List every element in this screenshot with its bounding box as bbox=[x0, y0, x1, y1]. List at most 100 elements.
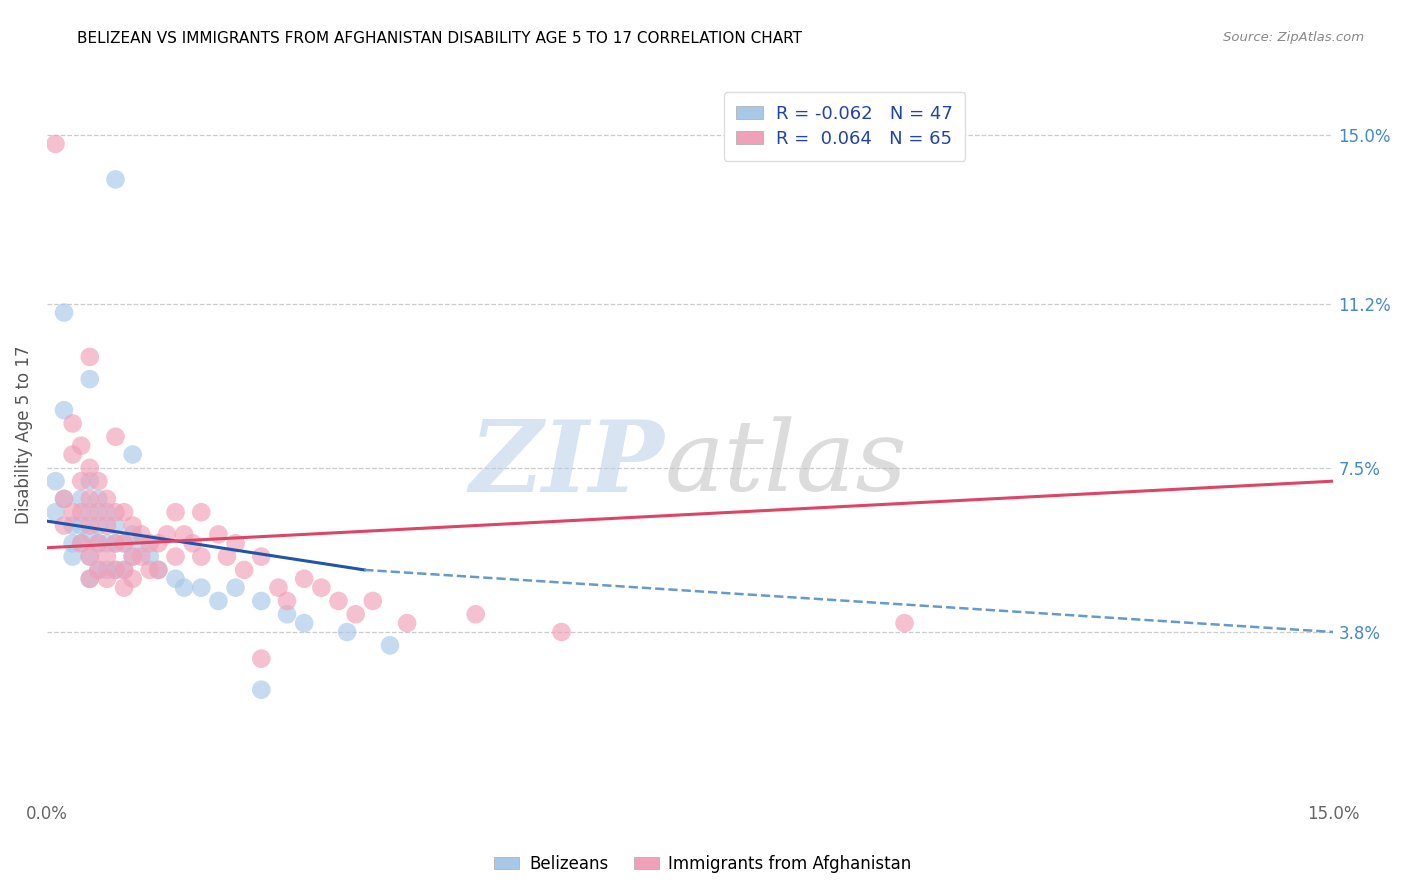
Point bbox=[550, 625, 572, 640]
Point bbox=[276, 607, 298, 622]
Point bbox=[62, 549, 84, 564]
Point bbox=[225, 536, 247, 550]
Point bbox=[190, 581, 212, 595]
Point bbox=[104, 172, 127, 186]
Point bbox=[53, 491, 76, 506]
Point bbox=[250, 682, 273, 697]
Point bbox=[96, 505, 118, 519]
Point bbox=[79, 505, 101, 519]
Point bbox=[53, 403, 76, 417]
Point bbox=[121, 549, 143, 564]
Point bbox=[62, 518, 84, 533]
Point bbox=[112, 536, 135, 550]
Legend: R = -0.062   N = 47, R =  0.064   N = 65: R = -0.062 N = 47, R = 0.064 N = 65 bbox=[724, 92, 966, 161]
Point bbox=[225, 581, 247, 595]
Point bbox=[139, 536, 162, 550]
Point bbox=[79, 527, 101, 541]
Point bbox=[173, 527, 195, 541]
Point bbox=[215, 549, 238, 564]
Point bbox=[250, 549, 273, 564]
Point bbox=[79, 372, 101, 386]
Point bbox=[361, 594, 384, 608]
Point bbox=[156, 527, 179, 541]
Point bbox=[139, 563, 162, 577]
Point bbox=[165, 505, 187, 519]
Point bbox=[87, 491, 110, 506]
Text: Source: ZipAtlas.com: Source: ZipAtlas.com bbox=[1223, 31, 1364, 45]
Point bbox=[190, 505, 212, 519]
Legend: Belizeans, Immigrants from Afghanistan: Belizeans, Immigrants from Afghanistan bbox=[488, 848, 918, 880]
Point bbox=[79, 572, 101, 586]
Point bbox=[87, 563, 110, 577]
Point bbox=[53, 491, 76, 506]
Point bbox=[112, 581, 135, 595]
Point bbox=[53, 518, 76, 533]
Point bbox=[79, 572, 101, 586]
Point bbox=[112, 563, 135, 577]
Text: atlas: atlas bbox=[665, 417, 907, 511]
Point bbox=[139, 549, 162, 564]
Point bbox=[267, 581, 290, 595]
Point bbox=[70, 474, 93, 488]
Point bbox=[396, 616, 419, 631]
Point bbox=[79, 350, 101, 364]
Point bbox=[311, 581, 333, 595]
Point bbox=[79, 549, 101, 564]
Point bbox=[79, 474, 101, 488]
Point bbox=[70, 491, 93, 506]
Point bbox=[250, 651, 273, 665]
Point bbox=[207, 594, 229, 608]
Point bbox=[44, 136, 66, 151]
Point bbox=[79, 491, 101, 506]
Point bbox=[181, 536, 204, 550]
Point bbox=[121, 572, 143, 586]
Point bbox=[87, 563, 110, 577]
Point bbox=[104, 536, 127, 550]
Point bbox=[121, 518, 143, 533]
Point bbox=[53, 305, 76, 319]
Point bbox=[96, 491, 118, 506]
Point bbox=[148, 563, 170, 577]
Point bbox=[292, 572, 315, 586]
Point bbox=[87, 536, 110, 550]
Point bbox=[129, 536, 152, 550]
Point bbox=[129, 549, 152, 564]
Point bbox=[112, 563, 135, 577]
Point bbox=[190, 549, 212, 564]
Point bbox=[62, 448, 84, 462]
Point bbox=[165, 572, 187, 586]
Point bbox=[121, 527, 143, 541]
Point bbox=[104, 505, 127, 519]
Point bbox=[79, 549, 101, 564]
Point bbox=[44, 505, 66, 519]
Point bbox=[70, 439, 93, 453]
Point bbox=[79, 518, 101, 533]
Point bbox=[336, 625, 359, 640]
Point bbox=[62, 505, 84, 519]
Point bbox=[96, 572, 118, 586]
Point bbox=[104, 430, 127, 444]
Point bbox=[893, 616, 915, 631]
Point bbox=[292, 616, 315, 631]
Point bbox=[104, 518, 127, 533]
Point bbox=[70, 536, 93, 550]
Point bbox=[328, 594, 350, 608]
Point bbox=[250, 594, 273, 608]
Point bbox=[378, 638, 401, 652]
Point bbox=[233, 563, 256, 577]
Point bbox=[112, 536, 135, 550]
Text: BELIZEAN VS IMMIGRANTS FROM AFGHANISTAN DISABILITY AGE 5 TO 17 CORRELATION CHART: BELIZEAN VS IMMIGRANTS FROM AFGHANISTAN … bbox=[77, 31, 803, 46]
Point bbox=[96, 536, 118, 550]
Point bbox=[207, 527, 229, 541]
Point bbox=[112, 505, 135, 519]
Point bbox=[70, 536, 93, 550]
Point bbox=[121, 448, 143, 462]
Point bbox=[104, 536, 127, 550]
Point bbox=[70, 505, 93, 519]
Point bbox=[173, 581, 195, 595]
Point bbox=[87, 536, 110, 550]
Point bbox=[87, 505, 110, 519]
Point bbox=[79, 460, 101, 475]
Point bbox=[165, 549, 187, 564]
Point bbox=[148, 536, 170, 550]
